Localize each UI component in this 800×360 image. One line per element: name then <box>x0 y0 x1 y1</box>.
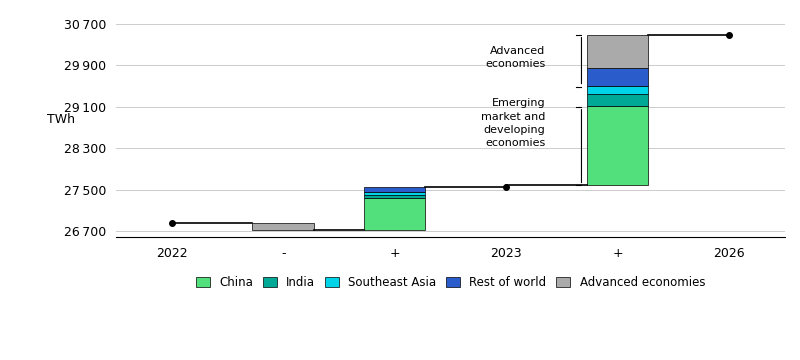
Y-axis label: TWh: TWh <box>47 113 75 126</box>
Bar <box>364 186 426 192</box>
Text: Emerging
market and
developing
economies: Emerging market and developing economies <box>481 99 546 148</box>
Bar <box>364 192 426 194</box>
Bar <box>364 198 426 230</box>
Legend: China, India, Southeast Asia, Rest of world, Advanced economies: China, India, Southeast Asia, Rest of wo… <box>191 271 710 294</box>
Bar <box>587 86 648 94</box>
Bar <box>253 223 314 230</box>
Text: Advanced
economies: Advanced economies <box>485 46 546 69</box>
Bar <box>587 35 648 68</box>
Bar <box>587 94 648 106</box>
Bar <box>587 68 648 86</box>
Bar <box>364 194 426 198</box>
Bar <box>587 106 648 185</box>
